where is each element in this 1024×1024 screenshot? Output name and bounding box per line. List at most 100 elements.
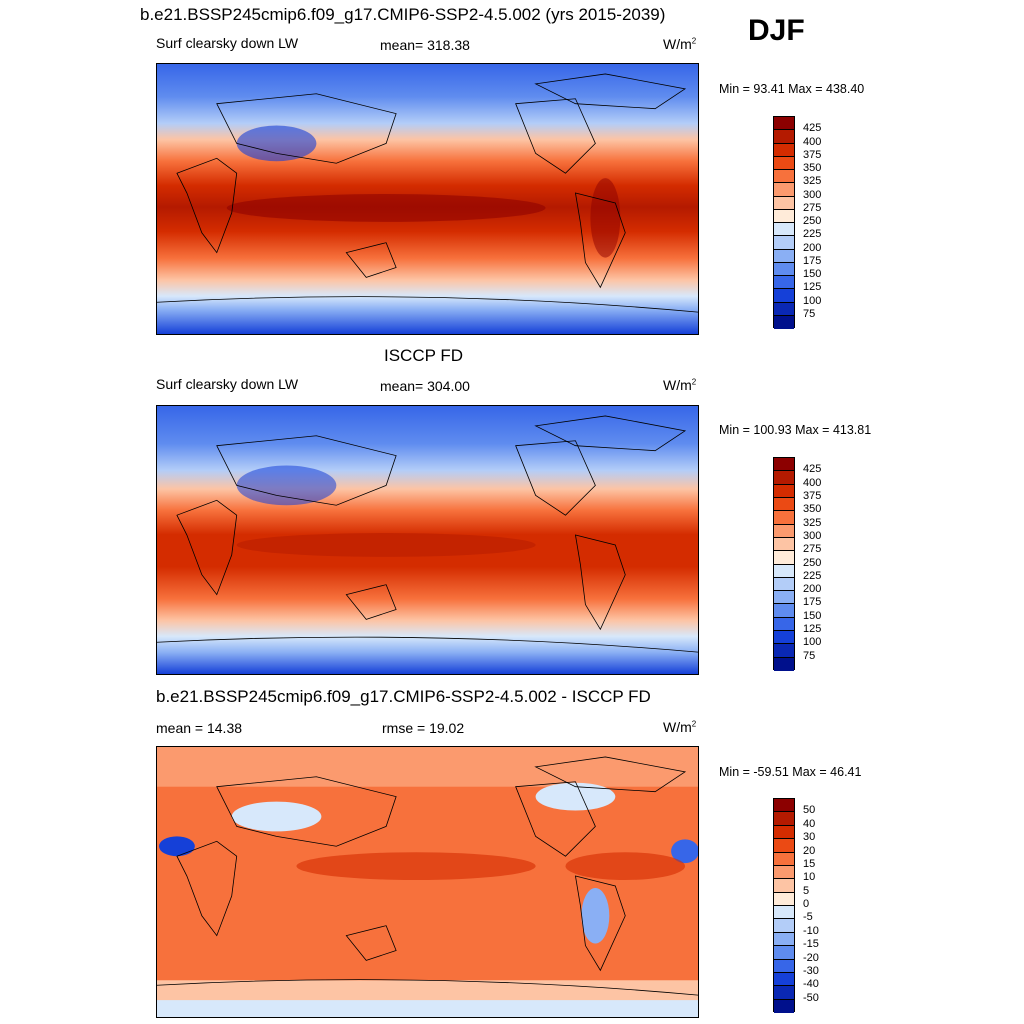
colorbar-swatch	[774, 812, 794, 826]
colorbar-tick-label: 225	[803, 228, 822, 241]
panel3-rmse: rmse = 19.02	[382, 720, 465, 736]
colorbar-swatch	[774, 196, 794, 210]
panel3-minmax: Min = -59.51 Max = 46.41	[719, 765, 862, 779]
colorbar-swatch	[774, 932, 794, 947]
colorbar-swatch	[774, 799, 794, 813]
colorbar-tick-label: 175	[803, 254, 822, 267]
colorbar-swatch	[774, 657, 794, 671]
colorbar-tick-label: 20	[803, 844, 816, 857]
colorbar-tick-label: 175	[803, 596, 822, 609]
colorbar-swatch	[774, 919, 794, 933]
colorbar-tick-label: 40	[803, 817, 816, 830]
colorbar-tick-label: 75	[803, 649, 816, 662]
panel2-title: ISCCP FD	[384, 346, 464, 365]
colorbar-swatch	[774, 236, 794, 250]
colorbar-tick-label: -5	[803, 911, 813, 924]
season-label: DJF	[748, 14, 805, 47]
colorbar-swatch	[774, 906, 794, 920]
colorbar-tick-label: 275	[803, 201, 822, 214]
colorbar-tick-label: 350	[803, 162, 822, 174]
panel1-units: W/m2	[663, 36, 697, 52]
colorbar-swatch	[774, 604, 794, 618]
colorbar-swatch	[774, 223, 794, 237]
colorbar-tick-label: 400	[803, 476, 822, 489]
colorbar-swatch	[774, 865, 794, 880]
colorbar-tick-label: 425	[803, 463, 822, 476]
colorbar-tick-label: 15	[803, 857, 816, 870]
colorbar-tick-label: 150	[803, 609, 822, 622]
colorbar-swatch	[774, 289, 794, 303]
panel2-variable: Surf clearsky down LW	[156, 376, 299, 392]
colorbar-swatch	[774, 591, 794, 605]
colorbar-tick-label: -10	[803, 924, 819, 937]
colorbar-swatch	[774, 564, 794, 578]
colorbar-swatch	[774, 276, 794, 290]
colorbar-swatch	[774, 825, 794, 840]
colorbar-tick-label: 250	[803, 215, 822, 227]
panel2-map-svg	[157, 406, 698, 674]
colorbar-tick-label: 50	[803, 804, 816, 817]
colorbar-swatch	[774, 130, 794, 144]
panel1-map	[156, 63, 699, 335]
colorbar-tick-label: 200	[803, 241, 822, 254]
colorbar-tick-label: 200	[803, 583, 822, 596]
colorbar-tick-label: -15	[803, 938, 819, 951]
colorbar-swatch	[774, 999, 794, 1013]
colorbar-tick-label: 100	[803, 294, 822, 307]
colorbar-swatch	[774, 892, 794, 906]
colorbar-swatch	[774, 143, 794, 157]
colorbar-swatch	[774, 959, 794, 973]
colorbar-swatch	[774, 511, 794, 525]
panel2-units: W/m2	[663, 377, 697, 393]
colorbar-tick-label: 125	[803, 623, 822, 636]
panel2-map	[156, 405, 699, 675]
colorbar-tick-label: 350	[803, 503, 822, 516]
colorbar-swatch	[774, 458, 794, 472]
panel2-minmax: Min = 100.93 Max = 413.81	[719, 423, 872, 437]
colorbar-tick-label: 425	[803, 122, 822, 135]
panel2-mean: mean= 304.00	[380, 378, 470, 394]
colorbar-tick-label: 250	[803, 556, 822, 569]
colorbar-swatch	[774, 839, 794, 853]
colorbar-swatch	[774, 577, 794, 592]
colorbar-tick-label: -50	[803, 991, 819, 1004]
colorbar-tick-label: -40	[803, 978, 819, 991]
panel1-colorbar	[773, 116, 795, 329]
panel3-units: W/m2	[663, 719, 697, 735]
colorbar-swatch	[774, 170, 794, 184]
colorbar-swatch	[774, 183, 794, 197]
colorbar-tick-label: -20	[803, 951, 819, 964]
panel2-colorbar	[773, 457, 795, 671]
colorbar-tick-label: -30	[803, 964, 819, 977]
colorbar-tick-label: 30	[803, 831, 816, 844]
colorbar-swatch	[774, 617, 794, 632]
colorbar-swatch	[774, 524, 794, 538]
colorbar-tick-label: 125	[803, 281, 822, 294]
colorbar-swatch	[774, 879, 794, 893]
colorbar-tick-label: 100	[803, 636, 822, 649]
colorbar-tick-label: 375	[803, 148, 822, 161]
colorbar-tick-label: 400	[803, 135, 822, 148]
colorbar-tick-label: 275	[803, 543, 822, 556]
colorbar-swatch	[774, 249, 794, 263]
panel1-map-svg	[157, 64, 698, 334]
colorbar-swatch	[774, 972, 794, 987]
colorbar-swatch	[774, 551, 794, 565]
colorbar-swatch	[774, 631, 794, 645]
colorbar-swatch	[774, 471, 794, 485]
panel3-mean: mean = 14.38	[156, 720, 243, 736]
colorbar-tick-label: 225	[803, 569, 822, 582]
colorbar-swatch	[774, 946, 794, 960]
colorbar-tick-label: 375	[803, 489, 822, 502]
panel1-variable: Surf clearsky down LW	[156, 35, 299, 51]
colorbar-tick-label: 325	[803, 516, 822, 529]
colorbar-tick-label: 150	[803, 268, 822, 280]
panel3-map-svg	[157, 747, 698, 1017]
panel3-map	[156, 746, 699, 1018]
panel3-title: b.e21.BSSP245cmip6.f09_g17.CMIP6-SSP2-4.…	[156, 687, 651, 706]
colorbar-tick-label: 75	[803, 307, 816, 320]
colorbar-tick-label: 300	[803, 529, 822, 542]
panel3-colorbar	[773, 798, 795, 1013]
panel1-mean: mean= 318.38	[380, 37, 470, 53]
panel1-minmax: Min = 93.41 Max = 438.40	[719, 82, 865, 96]
